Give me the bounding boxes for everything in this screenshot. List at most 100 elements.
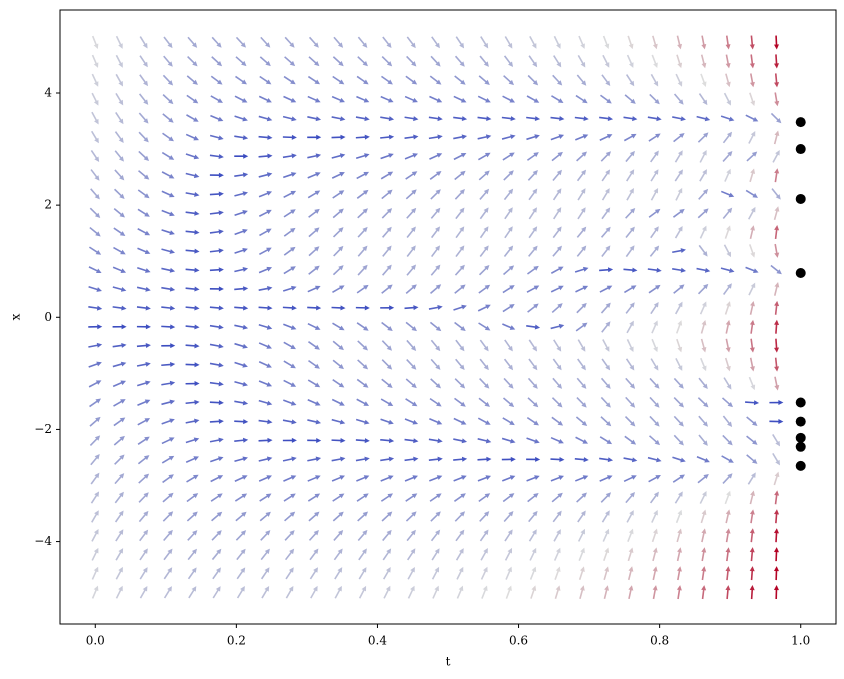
quiver-arrow-head (410, 529, 416, 536)
quiver-arrow-head (267, 437, 273, 443)
quiver-arrow-shaft (113, 207, 123, 216)
quiver-arrow-shaft (502, 397, 512, 406)
quiver-arrow-head (556, 80, 563, 86)
quiver-arrow-shaft (672, 456, 683, 462)
quiver-arrow-shaft (283, 75, 293, 83)
quiver-arrow-shaft (652, 35, 657, 46)
quiver-arrow-shaft (115, 588, 122, 599)
quiver-arrow-head (339, 285, 345, 291)
quiver-arrow-head (169, 267, 176, 273)
quiver-arrow-shaft (699, 228, 706, 239)
quiver-arrow-head (313, 42, 319, 48)
quiver-arrow-shaft (553, 551, 560, 561)
quiver-arrow-shaft (112, 286, 123, 291)
quiver-arrow-head (315, 475, 321, 480)
quiver-arrow-head (218, 135, 224, 141)
quiver-arrow-head (628, 547, 634, 553)
quiver-arrow-head (143, 174, 150, 180)
quiver-arrow-shaft (575, 416, 585, 425)
quiver-arrow-shaft (647, 116, 658, 120)
quiver-arrow-shaft (455, 210, 463, 220)
quiver-arrow-shaft (552, 377, 561, 387)
quiver-arrow-head (194, 381, 200, 387)
quiver-arrow-head (120, 361, 127, 367)
quiver-arrow-head (435, 345, 441, 352)
quiver-arrow-shaft (675, 513, 681, 524)
quiver-arrow-head (654, 208, 661, 214)
quiver-arrow-shaft (234, 457, 245, 463)
quiver-arrow-shaft (550, 116, 561, 120)
quiver-arrow-shaft (477, 417, 488, 424)
quiver-arrow-shaft (502, 494, 512, 503)
quiver-arrow-shaft (623, 476, 634, 483)
quiver-arrow-head (556, 383, 563, 389)
quiver-arrow-head (364, 419, 370, 425)
quiver-arrow-head (774, 366, 780, 372)
quiver-arrow-shaft (528, 248, 536, 257)
quiver-arrow-shaft (600, 229, 609, 238)
quiver-arrow-shaft (333, 532, 342, 541)
quiver-arrow-shaft (404, 136, 415, 139)
quiver-arrow-shaft (283, 323, 293, 329)
quiver-arrow-head (94, 118, 99, 125)
quiver-arrow-head (751, 472, 756, 478)
quiver-arrow-head (532, 345, 538, 352)
quiver-arrow-head (580, 207, 586, 213)
scatter-point (795, 193, 806, 204)
quiver-arrow-shaft (504, 210, 512, 220)
quiver-arrow-head (629, 302, 635, 308)
quiver-arrow-shaft (114, 475, 123, 485)
quiver-arrow-head (291, 456, 297, 462)
quiver-arrow-head (291, 116, 297, 122)
quiver-arrow-shaft (332, 322, 342, 329)
quiver-arrow-head (316, 134, 322, 140)
quiver-arrow-shaft (455, 551, 463, 561)
quiver-arrow-head (726, 251, 732, 258)
quiver-arrow-shaft (625, 153, 633, 163)
quiver-arrow-shaft (722, 153, 731, 162)
quiver-arrow-head (606, 475, 613, 480)
quiver-arrow-head (604, 43, 610, 50)
quiver-arrow-shaft (750, 323, 754, 334)
quiver-arrow-shaft (454, 378, 463, 387)
quiver-arrow-head (290, 209, 296, 215)
quiver-arrow-head (290, 227, 296, 233)
quiver-arrow-head (218, 248, 224, 254)
quiver-arrow-shaft (259, 248, 269, 255)
quiver-arrow-head (531, 547, 537, 554)
quiver-arrow-head (555, 585, 561, 591)
quiver-arrow-head (361, 548, 367, 554)
quiver-arrow-shaft (381, 55, 390, 65)
quiver-arrow-head (605, 207, 611, 213)
quiver-arrow-head (484, 79, 490, 85)
quiver-arrow-head (240, 567, 246, 573)
quiver-arrow-shaft (211, 56, 220, 65)
quiver-arrow-shaft (529, 551, 536, 561)
quiver-arrow-shaft (578, 35, 584, 46)
quiver-arrow-shaft (405, 172, 415, 180)
quiver-arrow-head (458, 585, 464, 592)
quiver-arrow-shaft (479, 532, 487, 542)
quiver-arrow-head (121, 305, 127, 311)
quiver-arrow-head (168, 136, 174, 142)
quiver-arrow-shaft (552, 248, 561, 257)
quiver-arrow-head (193, 173, 200, 179)
quiver-arrow-shaft (722, 475, 731, 485)
quiver-arrow-head (435, 207, 441, 214)
quiver-arrow-shaft (601, 74, 609, 84)
quiver-arrow-head (531, 566, 537, 573)
quiver-arrow-shaft (750, 551, 754, 562)
quiver-arrow-head (362, 61, 368, 67)
quiver-arrow-head (654, 421, 660, 427)
quiver-arrow-shaft (112, 306, 123, 310)
quiver-arrow-head (339, 97, 345, 103)
quiver-arrow-shaft (406, 55, 415, 65)
quiver-arrow-shaft (309, 570, 317, 580)
quiver-arrow-head (388, 134, 395, 140)
quiver-arrow-head (581, 151, 587, 157)
quiver-arrow-shaft (696, 115, 707, 120)
quiver-arrow-head (119, 473, 125, 479)
quiver-arrow-shaft (430, 532, 439, 542)
quiver-arrow-shaft (773, 209, 778, 221)
